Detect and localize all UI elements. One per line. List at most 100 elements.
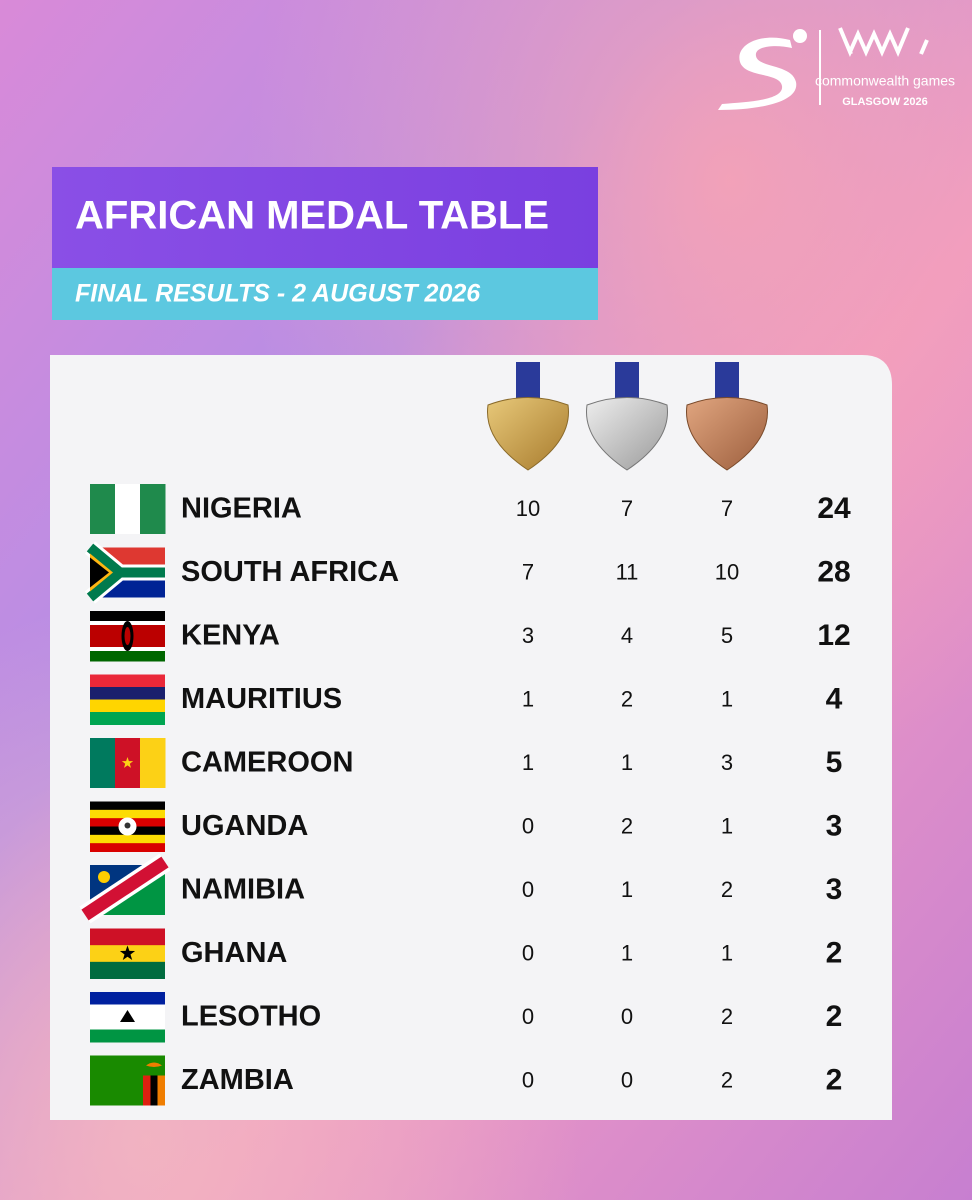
total-count: 2 xyxy=(826,936,843,969)
flag xyxy=(90,484,166,534)
bronze-count: 2 xyxy=(721,1004,733,1029)
flag xyxy=(90,801,165,852)
title-box xyxy=(52,167,598,268)
silver-medal xyxy=(586,362,668,471)
logo-dot xyxy=(793,29,807,43)
country-name: KENYA xyxy=(181,620,280,652)
flag-part xyxy=(98,871,110,883)
logo-mark xyxy=(718,37,797,110)
country-name: UGANDA xyxy=(181,810,308,842)
bronze-count: 1 xyxy=(721,813,733,838)
gold-count: 0 xyxy=(522,940,534,965)
country-name: MAURITIUS xyxy=(181,683,342,715)
flag xyxy=(84,541,165,604)
total-count: 5 xyxy=(826,746,843,779)
gold-count: 0 xyxy=(522,1067,534,1092)
flag-part xyxy=(90,557,109,588)
silver-count: 7 xyxy=(621,496,633,521)
flag-part xyxy=(121,757,134,768)
flag xyxy=(90,1055,165,1106)
silver-count: 1 xyxy=(621,750,633,775)
country-name: NAMIBIA xyxy=(181,874,305,906)
flag xyxy=(79,853,171,924)
flag-part xyxy=(90,992,165,1005)
silver-count: 2 xyxy=(621,813,633,838)
flag-part xyxy=(90,651,165,662)
country-name: LESOTHO xyxy=(181,1001,321,1033)
country-name: ZAMBIA xyxy=(181,1064,294,1096)
flag xyxy=(90,611,165,662)
flag-part xyxy=(90,1017,165,1030)
flag-part xyxy=(120,1010,135,1022)
bronze-count: 1 xyxy=(721,686,733,711)
flag-part xyxy=(119,945,136,960)
total-count: 12 xyxy=(817,619,850,652)
flag-part xyxy=(157,1075,165,1106)
flag-part xyxy=(90,738,116,788)
table-row: NIGERIA 10 7 7 24 xyxy=(90,484,851,534)
table-card xyxy=(50,355,892,1120)
silver-count: 0 xyxy=(621,1004,633,1029)
flag-part xyxy=(90,674,165,688)
flag xyxy=(90,674,165,725)
total-count: 3 xyxy=(826,873,843,906)
flag-part xyxy=(146,1062,162,1067)
bronze-count: 3 xyxy=(721,750,733,775)
gold-count: 1 xyxy=(522,750,534,775)
bronze-count: 10 xyxy=(715,559,739,584)
flag-part xyxy=(124,822,131,829)
bronze-count: 7 xyxy=(721,496,733,521)
total-count: 24 xyxy=(817,492,851,525)
gold-count: 3 xyxy=(522,623,534,648)
country-name: CAMEROON xyxy=(181,747,353,779)
country-name: SOUTH AFRICA xyxy=(181,556,399,588)
table-row: CAMEROON 1 1 3 5 xyxy=(90,738,842,788)
total-count: 2 xyxy=(826,1063,843,1096)
flag-part xyxy=(81,856,169,921)
silver-count: 11 xyxy=(616,559,639,584)
flag-part xyxy=(90,843,165,852)
flag-part xyxy=(90,699,165,713)
table-row: NAMIBIA 0 1 2 3 xyxy=(79,853,843,924)
gold-count: 1 xyxy=(522,686,534,711)
flag xyxy=(90,928,165,979)
bronze-count: 2 xyxy=(721,1067,733,1092)
table-row: LESOTHO 0 0 2 2 xyxy=(90,992,842,1043)
flag-part xyxy=(115,484,141,534)
flag-part xyxy=(90,687,165,700)
silver-count: 0 xyxy=(621,1067,633,1092)
medal-icons xyxy=(487,362,768,471)
country-name: NIGERIA xyxy=(181,493,302,525)
flag-part xyxy=(90,961,165,979)
title: AFRICAN MEDAL TABLE xyxy=(75,194,549,238)
gold-medal xyxy=(487,362,569,471)
bronze-count: 1 xyxy=(721,940,733,965)
flag xyxy=(90,992,165,1043)
flag-part xyxy=(140,738,166,788)
flag-part xyxy=(90,712,165,725)
gold-count: 0 xyxy=(522,1004,534,1029)
table-row: MAURITIUS 1 2 1 4 xyxy=(90,674,843,725)
country-name: GHANA xyxy=(181,937,287,969)
flag-part xyxy=(90,834,165,844)
silver-count: 1 xyxy=(621,877,633,902)
gold-count: 7 xyxy=(522,559,534,584)
flag-part xyxy=(150,1075,158,1106)
logo-emblem xyxy=(838,27,929,58)
table-row: GHANA 0 1 1 2 xyxy=(90,928,843,979)
flag-part xyxy=(90,1029,165,1043)
subtitle-box xyxy=(52,268,598,320)
flag-part xyxy=(143,1075,151,1106)
table-row: KENYA 3 4 5 12 xyxy=(90,611,851,662)
flag-part xyxy=(90,611,165,622)
total-count: 3 xyxy=(826,809,843,842)
flag-part xyxy=(90,928,165,946)
table-row: UGANDA 0 2 1 3 xyxy=(90,801,843,852)
logo: commonwealth games GLASGOW 2026 xyxy=(718,27,955,110)
flag-part xyxy=(124,627,131,645)
table-row: ZAMBIA 0 0 2 2 xyxy=(90,1055,843,1106)
gold-count: 10 xyxy=(516,496,540,521)
table-row: SOUTH AFRICA 7 11 10 28 xyxy=(84,541,851,604)
gold-count: 0 xyxy=(522,813,534,838)
